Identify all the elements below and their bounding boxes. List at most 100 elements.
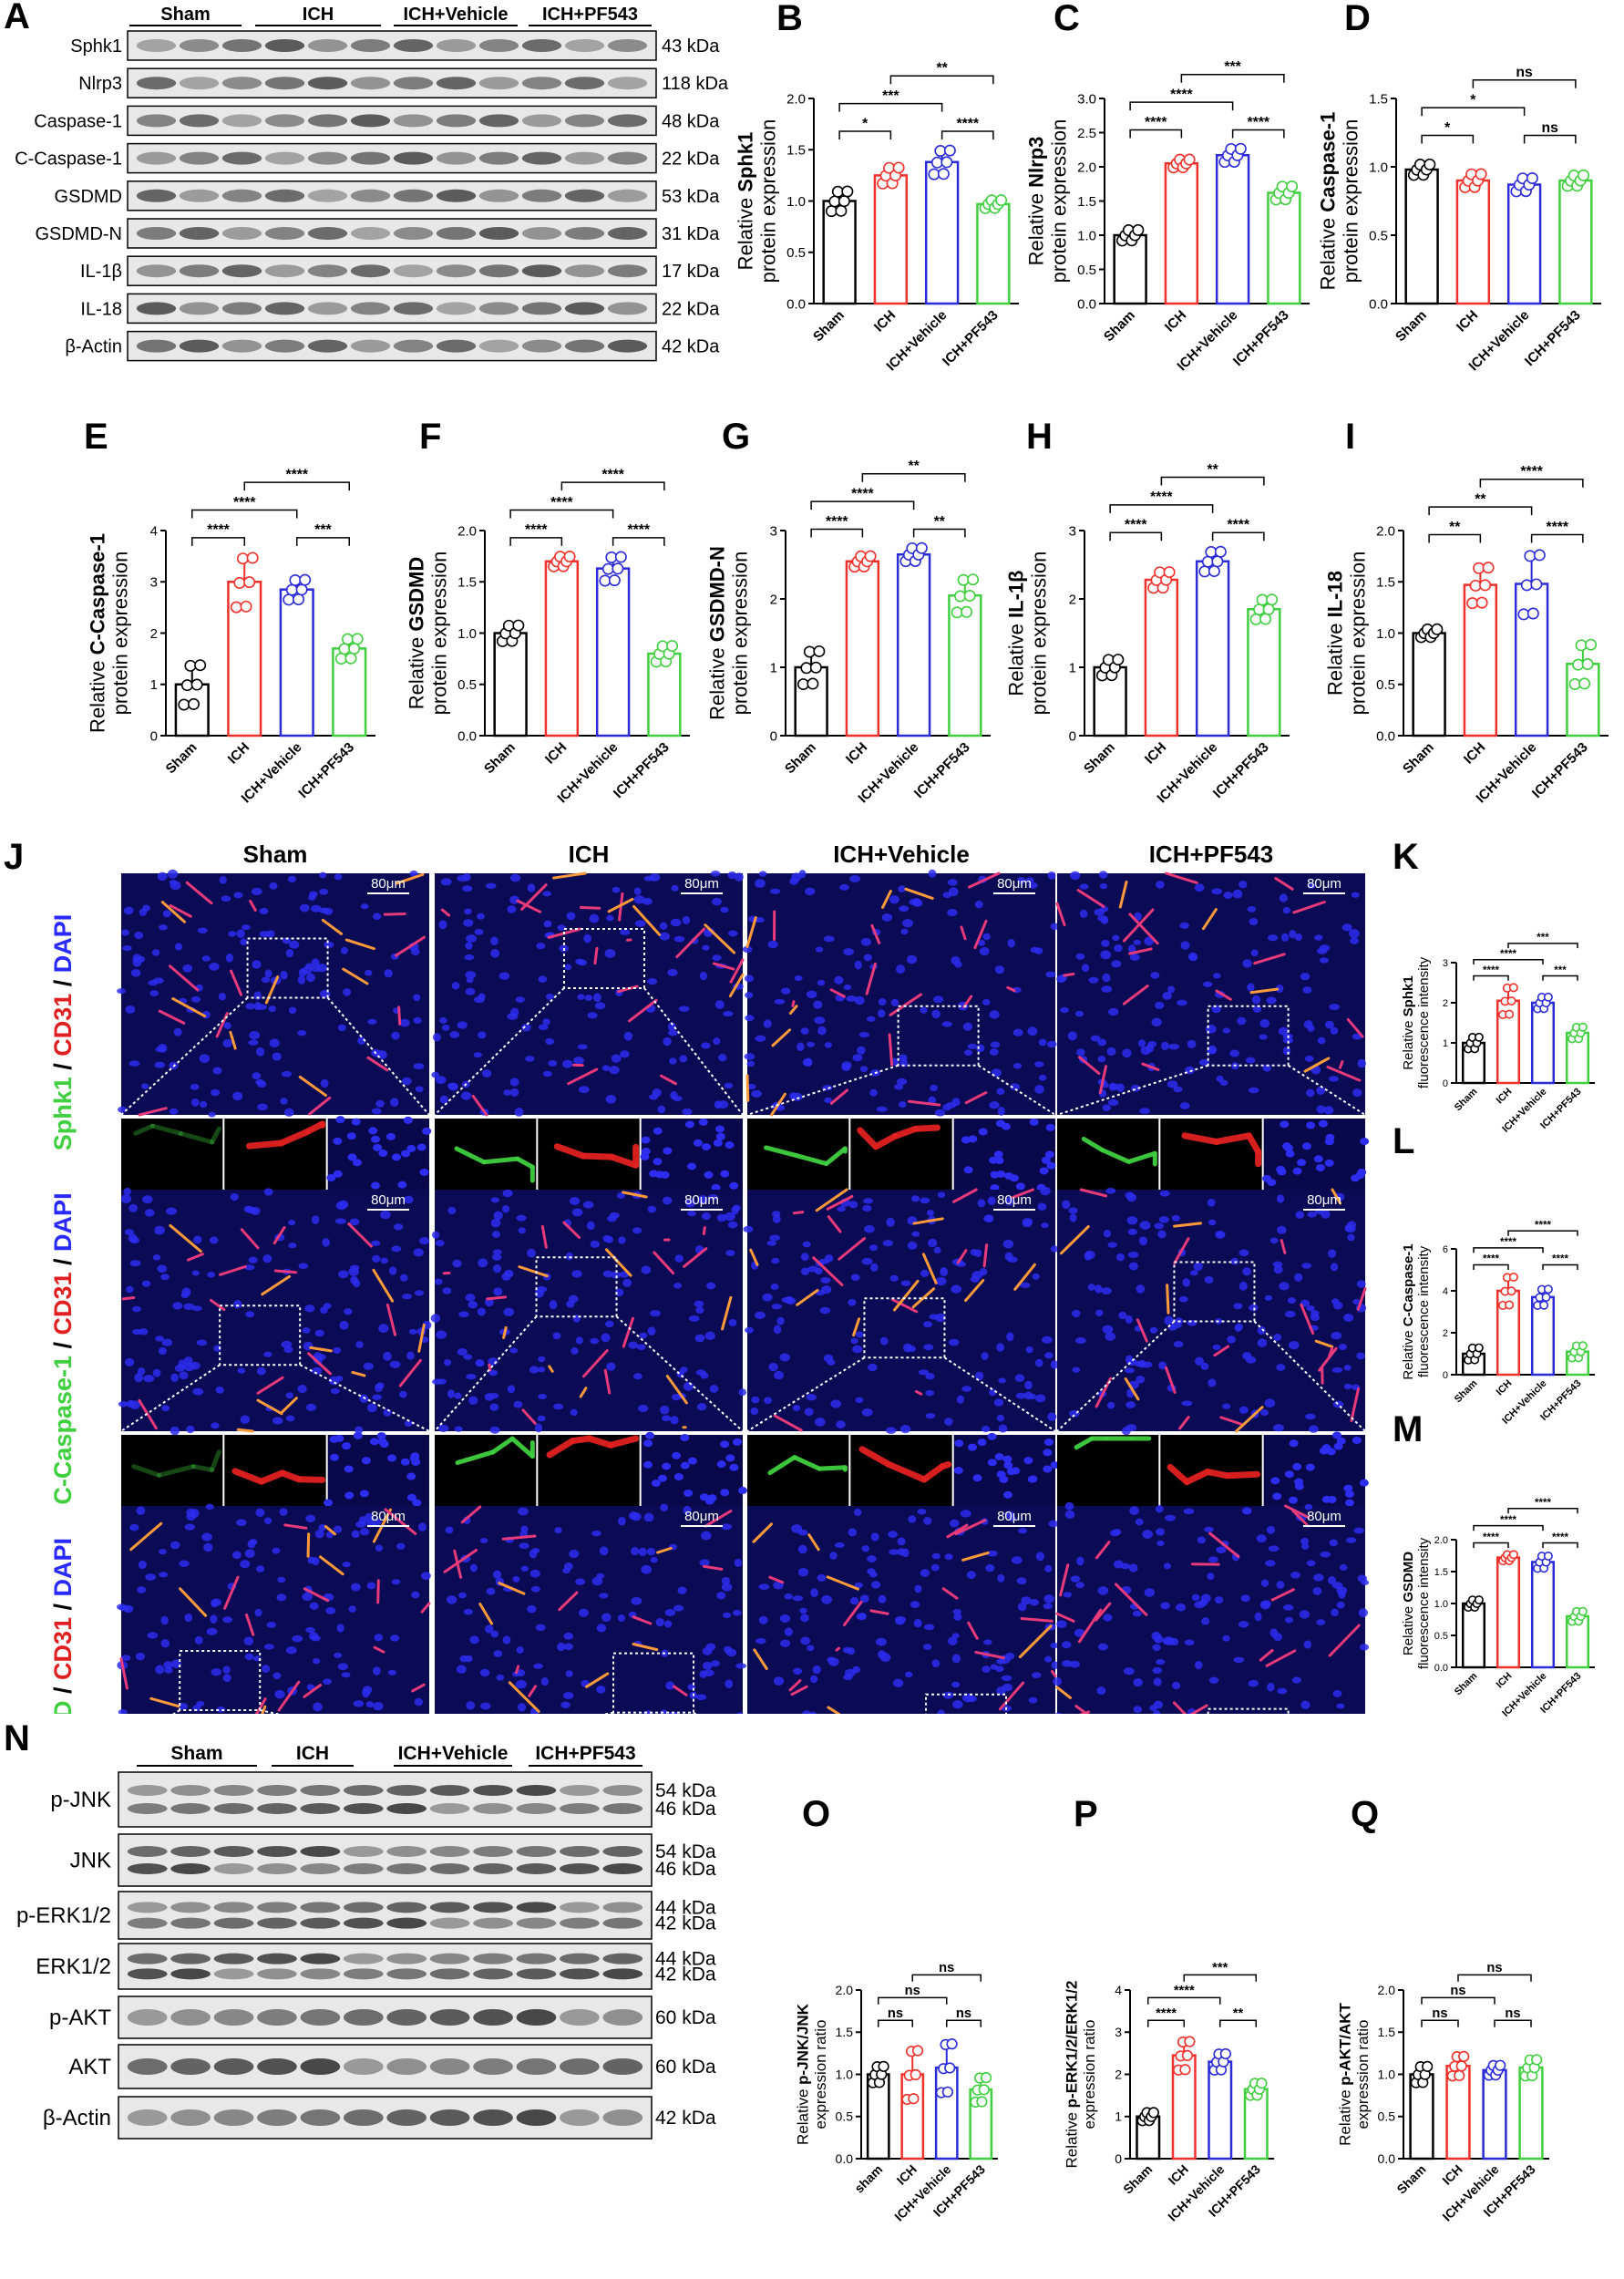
- nucleus: [211, 1422, 220, 1429]
- vessel: [660, 1074, 677, 1086]
- blot-band: [350, 39, 391, 52]
- nucleus: [746, 1060, 755, 1067]
- nucleus: [311, 965, 322, 973]
- nucleus: [1079, 883, 1089, 890]
- channel-panel: [1160, 1119, 1262, 1190]
- nucleus: [1351, 892, 1360, 898]
- microscopy-row-label: Sphk1 / CD31 / DAPI: [49, 914, 77, 1151]
- blot-a-row-label: IL-1β: [80, 262, 122, 282]
- nucleus: [1009, 1174, 1019, 1182]
- significance-bracket: [191, 509, 298, 519]
- nucleus: [211, 1088, 221, 1097]
- significance-label: ****: [1546, 520, 1568, 535]
- channel-signal: [608, 1153, 640, 1169]
- significance-bracket: [1211, 531, 1265, 541]
- nucleus: [961, 1136, 971, 1144]
- nucleus: [545, 1037, 555, 1046]
- y-tick-label: 2: [1115, 2067, 1122, 2081]
- vessel: [829, 1088, 849, 1105]
- blot-band: [307, 77, 348, 90]
- vessel: [440, 908, 451, 917]
- data-point: [1179, 2064, 1191, 2076]
- blot-band: [564, 151, 605, 165]
- nucleus: [1289, 929, 1297, 939]
- blot-band: [436, 151, 477, 165]
- nucleus: [368, 1127, 378, 1135]
- chart-i: 0.0 0.5 1.0 1.5 2.0 Relative IL-18 protein exp…: [1323, 464, 1609, 806]
- nucleus: [221, 895, 231, 902]
- nucleus: [438, 920, 447, 930]
- blot-band: [343, 1785, 384, 1796]
- nucleus: [233, 892, 243, 899]
- immunofluorescence-panel-j: Sham ICH ICH+Vehicle ICH+PF543 Sphk1 / CD31 …: [49, 840, 1370, 1714]
- nucleus: [372, 913, 382, 921]
- blot-band: [516, 1803, 557, 1814]
- nucleus: [846, 995, 858, 1002]
- blot-band: [264, 302, 305, 315]
- nucleus: [667, 968, 678, 977]
- nucleus: [1046, 1040, 1057, 1048]
- bar-2: [279, 588, 314, 737]
- blot-band: [221, 264, 262, 278]
- nucleus: [124, 1357, 135, 1366]
- y-axis-label-target: Nlrp3: [1024, 137, 1047, 188]
- y-tick-label: 3: [1115, 2025, 1122, 2039]
- significance-label: ****: [1535, 1220, 1551, 1231]
- blot-band: [521, 77, 562, 90]
- nucleus: [457, 874, 468, 882]
- vessel: [788, 1005, 798, 1016]
- significance-label: ***: [314, 522, 332, 538]
- nucleus: [139, 908, 148, 916]
- y-tick-label: 1: [1069, 660, 1076, 675]
- blot-band: [516, 1863, 557, 1874]
- y-tick-label: 4: [150, 523, 158, 539]
- channel-panel: [121, 1119, 223, 1190]
- blot-band: [350, 151, 391, 165]
- nucleus: [767, 940, 778, 949]
- significance-bracket: [1457, 1974, 1532, 1982]
- data-point: [911, 2045, 924, 2057]
- blot-band: [221, 227, 262, 240]
- nucleus: [994, 965, 1004, 975]
- blot-band: [257, 1846, 297, 1857]
- nucleus: [701, 1042, 711, 1049]
- nucleus: [151, 949, 160, 956]
- nucleus: [1102, 973, 1111, 983]
- nucleus: [409, 870, 418, 878]
- y-axis-label-target: Caspase-1: [1316, 112, 1339, 212]
- blot-band: [343, 1968, 384, 1980]
- nucleus: [1034, 1061, 1044, 1067]
- blot-band: [350, 264, 391, 278]
- data-point: [1475, 596, 1488, 609]
- nucleus: [346, 1132, 356, 1140]
- bar-0: [1461, 1602, 1486, 1669]
- blot-band: [136, 151, 177, 165]
- blot-band: [559, 1953, 600, 1964]
- significance-label: ns: [956, 2006, 971, 2021]
- y-tick-label: 1: [1115, 2109, 1122, 2124]
- significance-bracket: [1421, 1996, 1496, 2005]
- nucleus: [391, 1153, 401, 1161]
- nucleus: [1314, 934, 1323, 941]
- blot-band: [521, 264, 562, 278]
- nucleus: [1307, 1025, 1315, 1032]
- panel-letter-a: A: [4, 0, 30, 36]
- y-tick-label: 2.0: [1376, 523, 1395, 539]
- blot-n-header-label: Sham: [170, 1743, 222, 1764]
- channel-signal: [515, 1156, 535, 1170]
- blot-band: [213, 1863, 254, 1874]
- nucleus: [834, 975, 844, 985]
- nucleus: [192, 1387, 204, 1396]
- blot-a-row-label: Sphk1: [70, 36, 122, 57]
- nucleus: [1357, 1058, 1366, 1068]
- significance-label: ****: [525, 522, 548, 538]
- y-tick-label: 3: [770, 523, 777, 539]
- nucleus: [839, 884, 849, 891]
- y-axis-label: Relative Sphk1: [1401, 975, 1416, 1069]
- nucleus: [384, 969, 393, 978]
- nucleus: [371, 1108, 382, 1115]
- nucleus: [370, 1181, 380, 1190]
- nucleus: [525, 1056, 535, 1062]
- nucleus: [657, 1105, 666, 1114]
- significance-bracket: [878, 1996, 948, 2005]
